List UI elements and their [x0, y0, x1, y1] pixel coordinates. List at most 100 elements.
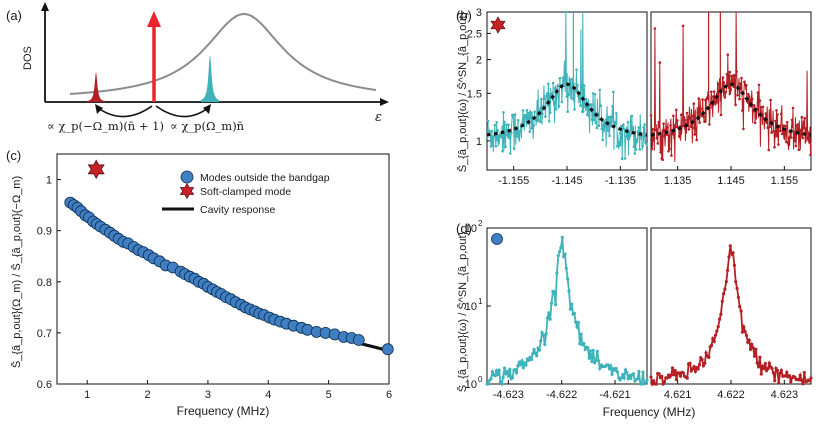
- d-right-sample-dot: [734, 280, 738, 284]
- b-right-sample-dot: [779, 129, 782, 133]
- d-left-sample-dot: [497, 368, 501, 372]
- panel-d: (d) S̄_{â_p,out}(ω) / S̄^SN_{â_p,out} -4…: [456, 219, 813, 419]
- b-right-sample-dot: [672, 114, 675, 118]
- d-left-sample-dot: [606, 363, 610, 367]
- b-left-sample-dot: [635, 138, 639, 141]
- panel-b: (b) S̄_{â_p,out}(ω) / S̄^SN_{â_p,out} -1…: [456, 7, 812, 187]
- b-left-sample-dot: [633, 152, 637, 155]
- b-left-sample-dot: [587, 114, 591, 118]
- b-right-sample-dot: [733, 74, 736, 77]
- d-right-sample-dot: [775, 368, 780, 373]
- b-right-sample-dot: [765, 121, 768, 124]
- d-right-sample-dot: [652, 379, 656, 383]
- b-left-sample-dot: [516, 118, 520, 122]
- b-left-sample-dot: [579, 104, 582, 107]
- b-left-sample-dot: [557, 105, 561, 108]
- b-right-sample-dot: [698, 121, 701, 124]
- d-left-sample-dot: [582, 341, 586, 346]
- b-right-sample-dot: [669, 124, 672, 127]
- b-right-sample-dot: [791, 106, 795, 110]
- panel-b-left-chart: -1.155 -1.145 -1.135 1 1.5 2 2.5 3: [467, 7, 648, 187]
- d-left-sample-dot: [610, 372, 614, 376]
- b-right-sample-dot: [685, 111, 689, 115]
- b-right-sample-dot: [656, 142, 660, 145]
- panel-c-xtick-label: 1: [84, 389, 90, 401]
- b-right-sample-dot: [677, 134, 681, 138]
- b-left-sample-dot: [545, 94, 548, 98]
- d-left-sample-dot: [502, 366, 507, 370]
- b-right-sample-dot: [727, 73, 731, 77]
- b-left-sample-dot: [500, 134, 503, 137]
- d-right-sample-dot: [773, 379, 777, 383]
- b-right-sample-dot: [767, 148, 770, 152]
- b-right-sample-dot: [758, 99, 762, 102]
- b-left-sample-dot: [540, 97, 543, 101]
- b-left-sample-dot: [539, 120, 542, 124]
- b-right-sample-dot: [738, 97, 741, 101]
- b-right-sample-dot: [781, 132, 784, 136]
- b-right-sample-dot: [667, 149, 670, 153]
- b-left-sample-dot: [580, 83, 583, 87]
- panel-b-red-star-icon: [490, 16, 506, 34]
- panel-c-ytick-label: 0.9: [37, 226, 52, 238]
- panel-d-ytick-label: 10: [465, 301, 477, 313]
- d-left-sample-dot: [532, 348, 536, 352]
- b-right-sample-dot: [780, 112, 783, 116]
- panel-c-ytick-label: 1: [46, 175, 52, 187]
- d-left-xtick-label: -4.622: [546, 389, 577, 401]
- b-left-sample-dot: [504, 145, 507, 149]
- b-left-sample-dot: [607, 115, 610, 119]
- b-right-sample-dot: [802, 126, 805, 130]
- d-right-sample-dot: [748, 347, 753, 351]
- d-right-sample-dot: [747, 338, 751, 342]
- b-left-sample-dot: [573, 108, 576, 111]
- panel-b-right-chart: 1.135 1.145 1.155: [649, 11, 812, 187]
- d-right-sample-dot: [704, 351, 708, 355]
- d-left-sample-dot: [609, 364, 613, 368]
- d-right-sample-dot: [719, 312, 723, 316]
- panel-a-xlabel: ε: [375, 110, 382, 125]
- d-right-sample-dot: [674, 378, 679, 382]
- d-right-sample-dot: [738, 304, 742, 309]
- b-left-sample-dot: [615, 112, 618, 115]
- b-right-sample-dot: [745, 83, 748, 87]
- b-left-xtick-label: -1.145: [551, 175, 582, 187]
- d-right-sample-dot: [711, 337, 715, 341]
- b-right-sample-dot: [674, 125, 677, 129]
- b-right-sample-dot: [743, 80, 746, 84]
- b-left-sample-dot: [629, 125, 633, 128]
- b-left-sample-dot: [619, 131, 622, 135]
- panel-c-ytick-label: 0.7: [37, 328, 52, 340]
- b-left-sample-dot: [547, 120, 551, 123]
- d-right-sample-dot: [673, 368, 677, 373]
- d-left-sample-dot: [578, 342, 582, 346]
- b-right-sample-dot: [794, 144, 798, 148]
- b-left-sample-dot: [599, 104, 603, 107]
- b-left-sample-dot: [547, 82, 550, 86]
- d-left-sample-dot: [490, 370, 494, 374]
- panel-b-label: (b): [456, 8, 472, 23]
- d-left-sample-dot: [588, 349, 593, 353]
- b-left-sample-dot: [584, 98, 588, 101]
- b-right-sample-dot: [691, 126, 695, 130]
- b-left-sample-dot: [533, 110, 536, 114]
- panel-c-xtick-label: 5: [326, 389, 332, 401]
- b-right-sample-dot: [686, 120, 690, 123]
- d-right-sample-dot: [778, 371, 782, 375]
- d-left-sample-dot: [640, 382, 644, 386]
- b-right-sample-dot: [699, 107, 702, 110]
- b-left-sample-dot: [550, 92, 554, 95]
- b-right-spectrum-dots: [649, 24, 812, 161]
- d-right-sample-dot: [783, 374, 788, 378]
- panel-d-right-chart: 4.621 4.622 4.623: [649, 244, 813, 401]
- panel-b-ytick-label: 2.5: [467, 28, 482, 40]
- panel-c: (c) S̄_{â_p,out}(Ω_m) / S̄_{â_p,out}(−Ω_…: [6, 148, 394, 418]
- d-right-sample-dot: [715, 329, 719, 333]
- d-left-sample-dot: [531, 352, 535, 356]
- b-left-sample-dot: [602, 120, 605, 123]
- b-right-sample-dot: [651, 128, 655, 131]
- panel-c-plot-area: [56, 153, 390, 385]
- b-left-sample-dot: [544, 115, 547, 118]
- d-right-xtick-label: 4.621: [664, 389, 692, 401]
